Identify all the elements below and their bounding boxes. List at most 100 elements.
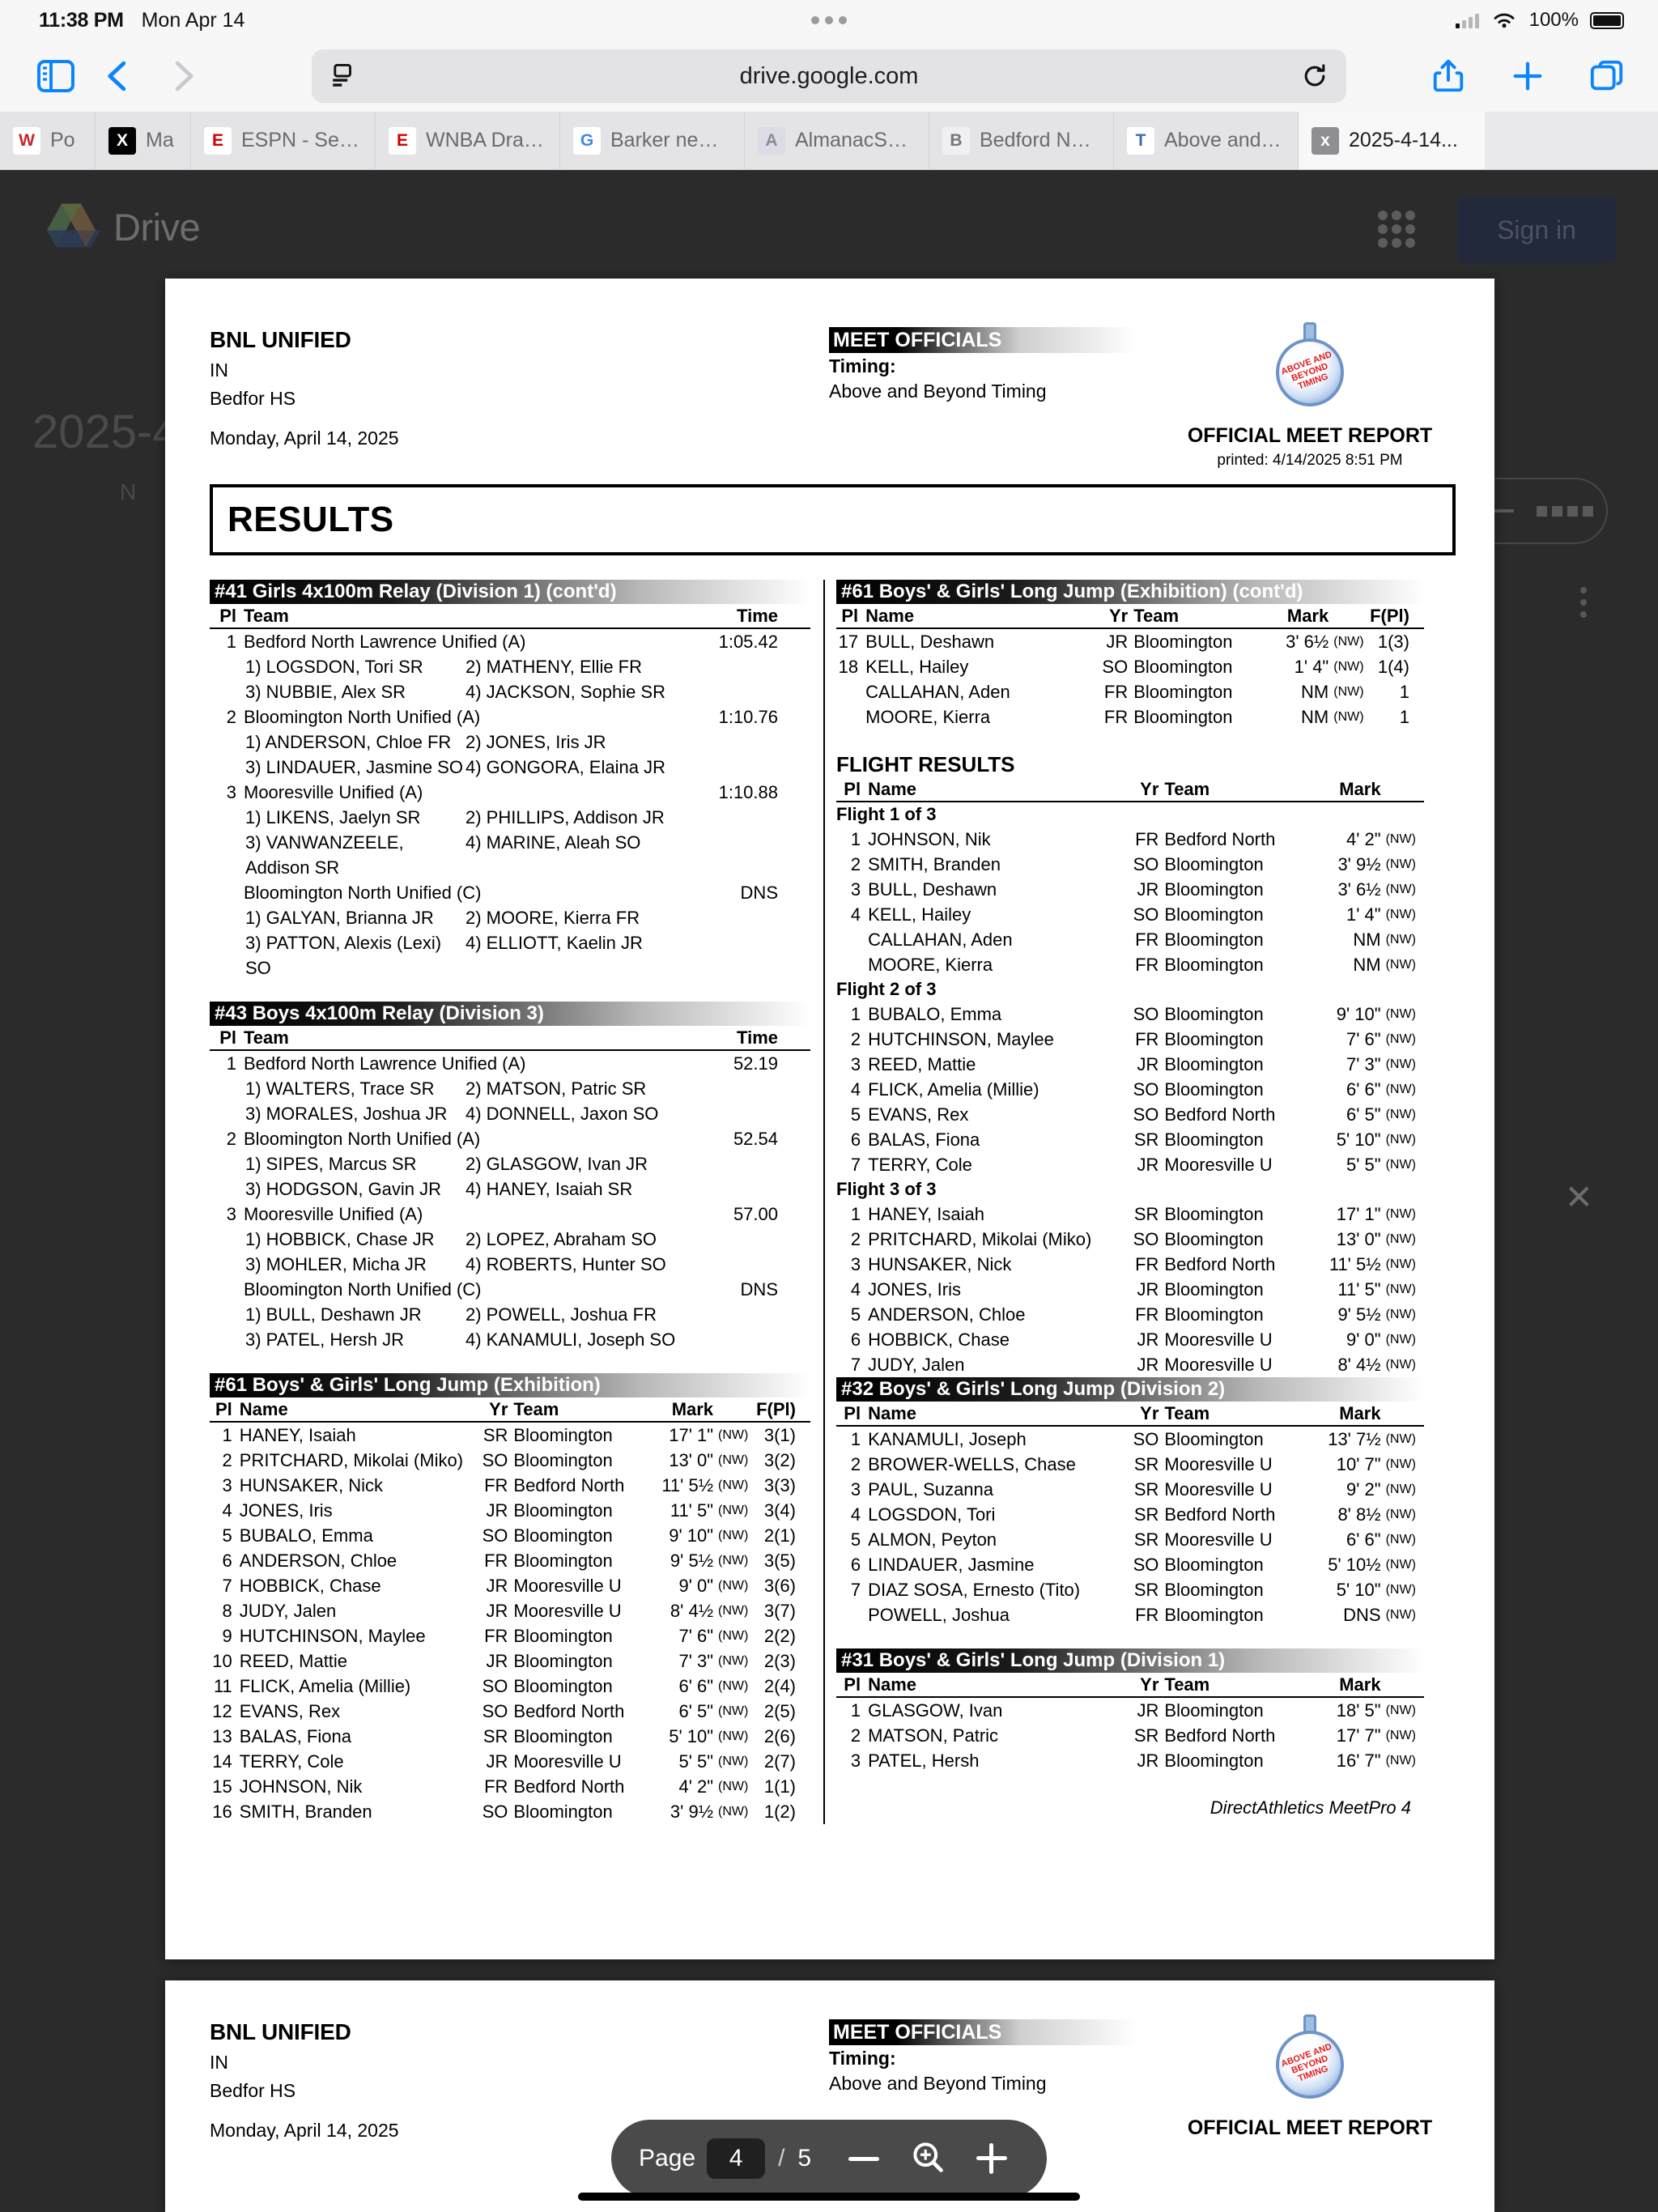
athlete-team: Bloomington bbox=[1164, 1029, 1264, 1049]
tab-favicon-icon: T bbox=[1127, 126, 1154, 155]
relay-leg: 2) MATSON, Patric SR bbox=[466, 1078, 647, 1099]
tab-favicon-icon: A bbox=[758, 126, 785, 155]
relay-legs-row: 1) WALTERS, Trace SR 2) MATSON, Patric SR bbox=[210, 1076, 810, 1101]
reader-view-icon[interactable] bbox=[329, 62, 357, 90]
athlete-team: Bloomington bbox=[1164, 1555, 1264, 1575]
athlete-year: SO bbox=[482, 1525, 508, 1546]
page-number-input[interactable]: 4 bbox=[707, 2138, 766, 2179]
result-mark: NM bbox=[1353, 955, 1381, 975]
athlete-name: CALLAHAN, Aden bbox=[865, 682, 1010, 702]
header-pl: Pl bbox=[844, 1403, 861, 1423]
wind-reading: (NW) bbox=[1333, 635, 1364, 649]
team-time: 52.54 bbox=[733, 1129, 778, 1149]
back-button[interactable] bbox=[96, 54, 140, 98]
result-row: 1 KANAMULI, Joseph SO Bloomington 13' 7½ (NW) bbox=[836, 1427, 1424, 1452]
athlete-name: FLICK, Amelia (Millie) bbox=[868, 1079, 1039, 1100]
close-icon[interactable]: ✕ bbox=[1564, 1178, 1593, 1216]
athlete-team: Bloomington bbox=[1164, 1700, 1264, 1721]
browser-tab[interactable]: x 2025-4-14... bbox=[1299, 112, 1485, 169]
result-row: 4 JONES, Iris JR Bloomington 11' 5" (NW) bbox=[836, 1277, 1424, 1302]
athlete-name: BUBALO, Emma bbox=[239, 1525, 373, 1546]
athlete-team: Mooresville U bbox=[1164, 1155, 1273, 1175]
result-row: 5 EVANS, Rex SO Bedford North 6' 5" (NW) bbox=[836, 1102, 1424, 1127]
relay-team-row: 3 Mooresville Unified (A) 57.00 bbox=[210, 1202, 810, 1227]
result-row: 2 SMITH, Branden SO Bloomington 3' 9½ (NW) bbox=[836, 852, 1424, 877]
athlete-year: SR bbox=[1133, 1454, 1159, 1474]
wind-reading: (NW) bbox=[1385, 1704, 1416, 1717]
athlete-team: Bloomington bbox=[1133, 632, 1233, 652]
result-flight-place: 2(3) bbox=[763, 1651, 796, 1671]
team-time: DNS bbox=[740, 883, 778, 903]
relay-leg: 1) SIPES, Marcus SR bbox=[245, 1154, 417, 1174]
more-options-icon[interactable] bbox=[1580, 587, 1587, 618]
tab-favicon-icon: G bbox=[573, 126, 601, 155]
stopwatch-logo-icon: ABOVE AND BEYOND TIMING bbox=[1271, 321, 1349, 419]
relay-legs-row: 3) MORALES, Joshua JR 4) DONNELL, Jaxon S… bbox=[210, 1101, 810, 1126]
athlete-year: SR bbox=[483, 1425, 508, 1445]
share-icon[interactable] bbox=[1430, 57, 1467, 95]
report-stamp: ABOVE AND BEYOND TIMING OFFICIAL MEET RE… bbox=[1164, 321, 1456, 470]
drive-nav-text: N bbox=[120, 479, 137, 504]
page-navigation-control[interactable]: Page 4 / 5 bbox=[611, 2120, 1047, 2197]
athlete-year: FR bbox=[1103, 707, 1129, 727]
result-mark: 18' 5" bbox=[1336, 1700, 1381, 1721]
browser-tab[interactable]: X Ma bbox=[96, 112, 191, 169]
athlete-team: Bloomington bbox=[1133, 707, 1233, 727]
zoom-in-icon[interactable] bbox=[976, 2143, 1008, 2174]
result-mark: NM bbox=[1353, 929, 1381, 950]
tab-overview-icon[interactable] bbox=[1588, 57, 1626, 95]
wind-reading: (NW) bbox=[1333, 685, 1364, 699]
athlete-name: MOORE, Kierra bbox=[868, 955, 993, 975]
browser-tab[interactable]: W Po bbox=[0, 112, 96, 169]
address-bar[interactable]: drive.google.com bbox=[312, 49, 1346, 103]
tab-label: Bedford Nor... bbox=[980, 129, 1100, 151]
drive-file-name: 2025-4 bbox=[32, 406, 179, 458]
result-row: 16 SMITH, Branden SO Bloomington 3' 9½ (NW) 1(… bbox=[210, 1799, 810, 1824]
forward-button[interactable] bbox=[161, 54, 205, 98]
athlete-team: Bloomington bbox=[1164, 854, 1264, 874]
athlete-name: TERRY, Cole bbox=[868, 1155, 972, 1175]
zoom-icon[interactable] bbox=[910, 2139, 946, 2179]
result-row: 3 HUNSAKER, Nick FR Bedford North 11' 5½ (NW) bbox=[836, 1252, 1424, 1277]
result-flight-place: 3(7) bbox=[763, 1601, 796, 1621]
meet-info-page5: BNL UNIFIED IN Bedfor HS Monday, April 1… bbox=[210, 2019, 399, 2142]
results-columns: #41 Girls 4x100m Relay (Division 1) (con… bbox=[210, 580, 1456, 1824]
wind-reading: (NW) bbox=[1385, 1308, 1416, 1321]
ios-status-bar: 11:38 PM Mon Apr 14 100% bbox=[0, 0, 1658, 40]
athlete-year: SO bbox=[482, 1701, 508, 1721]
browser-tab[interactable]: E WNBA Draft... bbox=[376, 112, 560, 169]
team-time: DNS bbox=[740, 1279, 778, 1300]
browser-tab[interactable]: G Barker new f... bbox=[560, 112, 745, 169]
athlete-team: Bloomington bbox=[1164, 1229, 1264, 1249]
browser-tab[interactable]: B Bedford Nor... bbox=[929, 112, 1114, 169]
browser-tab[interactable]: T Above and B... bbox=[1114, 112, 1299, 169]
athlete-team: Bedford North bbox=[513, 1475, 625, 1495]
tab-favicon-icon: E bbox=[204, 126, 232, 155]
athlete-year: SO bbox=[482, 1450, 508, 1470]
meet-officials-block: MEET OFFICIALS Timing: Above and Beyond … bbox=[829, 327, 1137, 402]
grid-view-icon[interactable] bbox=[1524, 479, 1606, 542]
wind-reading: (NW) bbox=[1385, 1083, 1416, 1096]
official-meet-report-title: OFFICIAL MEET REPORT bbox=[1187, 424, 1433, 447]
result-row: 12 EVANS, Rex SO Bedford North 6' 5" (NW) 2(5) bbox=[210, 1699, 810, 1724]
relay-legs-row: 3) VANWANZEELE, Addison SR 4) MARINE, Ale… bbox=[210, 830, 810, 880]
sign-in-button[interactable]: Sign in bbox=[1457, 197, 1616, 263]
sidebar-toggle-icon[interactable] bbox=[36, 58, 75, 94]
reload-icon[interactable] bbox=[1301, 62, 1329, 90]
browser-tab[interactable]: E ESPN - Servi... bbox=[191, 112, 376, 169]
result-place: 3 bbox=[222, 1475, 232, 1495]
relay-leg: 1) GALYAN, Brianna JR bbox=[245, 908, 434, 928]
relay-leg: 1) WALTERS, Trace SR bbox=[245, 1078, 435, 1099]
new-tab-icon[interactable] bbox=[1509, 57, 1546, 95]
apps-grid-icon[interactable] bbox=[1378, 211, 1415, 248]
result-row: 10 REED, Mattie JR Bloomington 7' 3" (NW) 2(3) bbox=[210, 1648, 810, 1674]
zoom-out-icon[interactable] bbox=[848, 2156, 880, 2161]
wind-reading: (NW) bbox=[1385, 1583, 1416, 1597]
wind-reading: (NW) bbox=[718, 1554, 749, 1568]
url-text[interactable]: drive.google.com bbox=[739, 62, 919, 89]
browser-tab[interactable]: A AlmanacSpo... bbox=[745, 112, 929, 169]
result-row: CALLAHAN, Aden FR Bloomington NM (NW) 1 bbox=[836, 679, 1424, 704]
athlete-year: SR bbox=[483, 1726, 508, 1746]
result-place: 10 bbox=[212, 1651, 232, 1671]
stopwatch-logo-icon-page5: ABOVE AND BEYOND TIMING bbox=[1271, 2013, 1349, 2112]
